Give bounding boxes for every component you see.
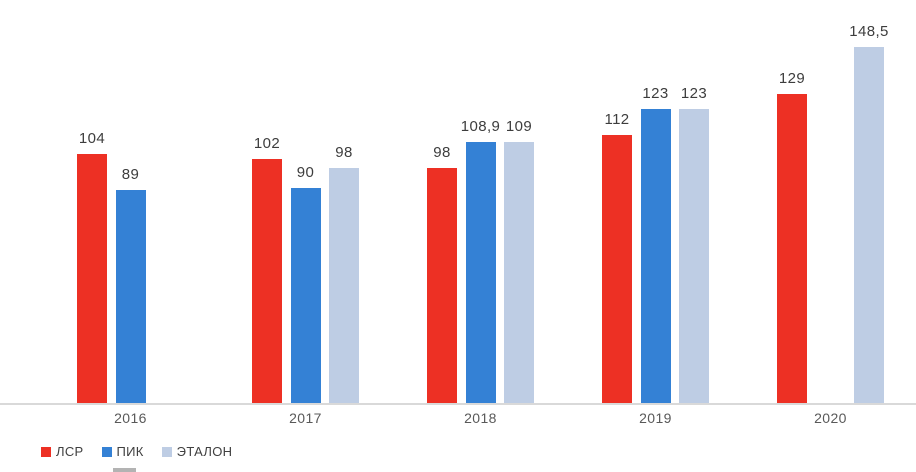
x-axis-label-2017: 2017 [289,410,322,426]
bar-лср-2016[interactable] [77,154,107,403]
legend-label-лср: ЛСР [56,444,84,459]
value-label-пик-2019: 123 [642,85,669,102]
bar-пик-2019[interactable] [640,109,671,403]
x-axis-label-2016: 2016 [114,410,147,426]
legend-item-лср[interactable]: ЛСР [41,444,84,459]
value-label-лср-2016: 104 [78,130,106,147]
bar-эталон-2018[interactable] [504,142,534,403]
value-label-эталон-2018: 109 [505,118,533,135]
bar-лср-2018[interactable] [427,168,457,403]
legend-swatch-эталон [161,446,172,457]
legend-item-пик[interactable]: ПИК [101,444,144,459]
legend-swatch-лср [41,446,51,457]
legend-swatch-пик [101,446,112,457]
legend-label-эталон: ЭТАЛОН [176,444,233,459]
value-label-пик-2018: 108,9 [460,118,501,135]
legend-label-пик: ПИК [116,444,144,459]
bar-лср-2020[interactable] [777,94,807,403]
bar-лср-2019[interactable] [602,135,632,403]
bar-лср-2017[interactable] [252,159,282,403]
bar-эталон-2019[interactable] [679,109,709,403]
clipped-legend-swatch [113,468,136,472]
value-label-лср-2019: 112 [604,111,630,128]
x-axis-label-2020: 2020 [814,410,847,426]
bar-эталон-2017[interactable] [329,168,359,403]
value-label-лср-2017: 102 [253,135,281,152]
value-label-эталон-2020: 148,5 [849,23,889,40]
chart-legend: ЛСР ПИК ЭТАЛОН [41,444,232,459]
value-label-лср-2020: 129 [778,70,806,87]
value-label-эталон-2019: 123 [680,85,708,102]
x-axis-line [0,403,916,405]
bar-пик-2018[interactable] [465,142,496,403]
bar-эталон-2020[interactable] [854,47,884,403]
value-label-пик-2017: 90 [296,164,315,181]
x-axis-label-2019: 2019 [639,410,672,426]
value-label-лср-2018: 98 [433,144,451,161]
x-axis-label-2018: 2018 [464,410,497,426]
legend-item-эталон[interactable]: ЭТАЛОН [161,444,233,459]
value-label-пик-2016: 89 [121,166,140,183]
bar-пик-2016[interactable] [115,190,146,403]
bar-пик-2017[interactable] [290,188,321,403]
value-label-эталон-2017: 98 [335,144,353,161]
